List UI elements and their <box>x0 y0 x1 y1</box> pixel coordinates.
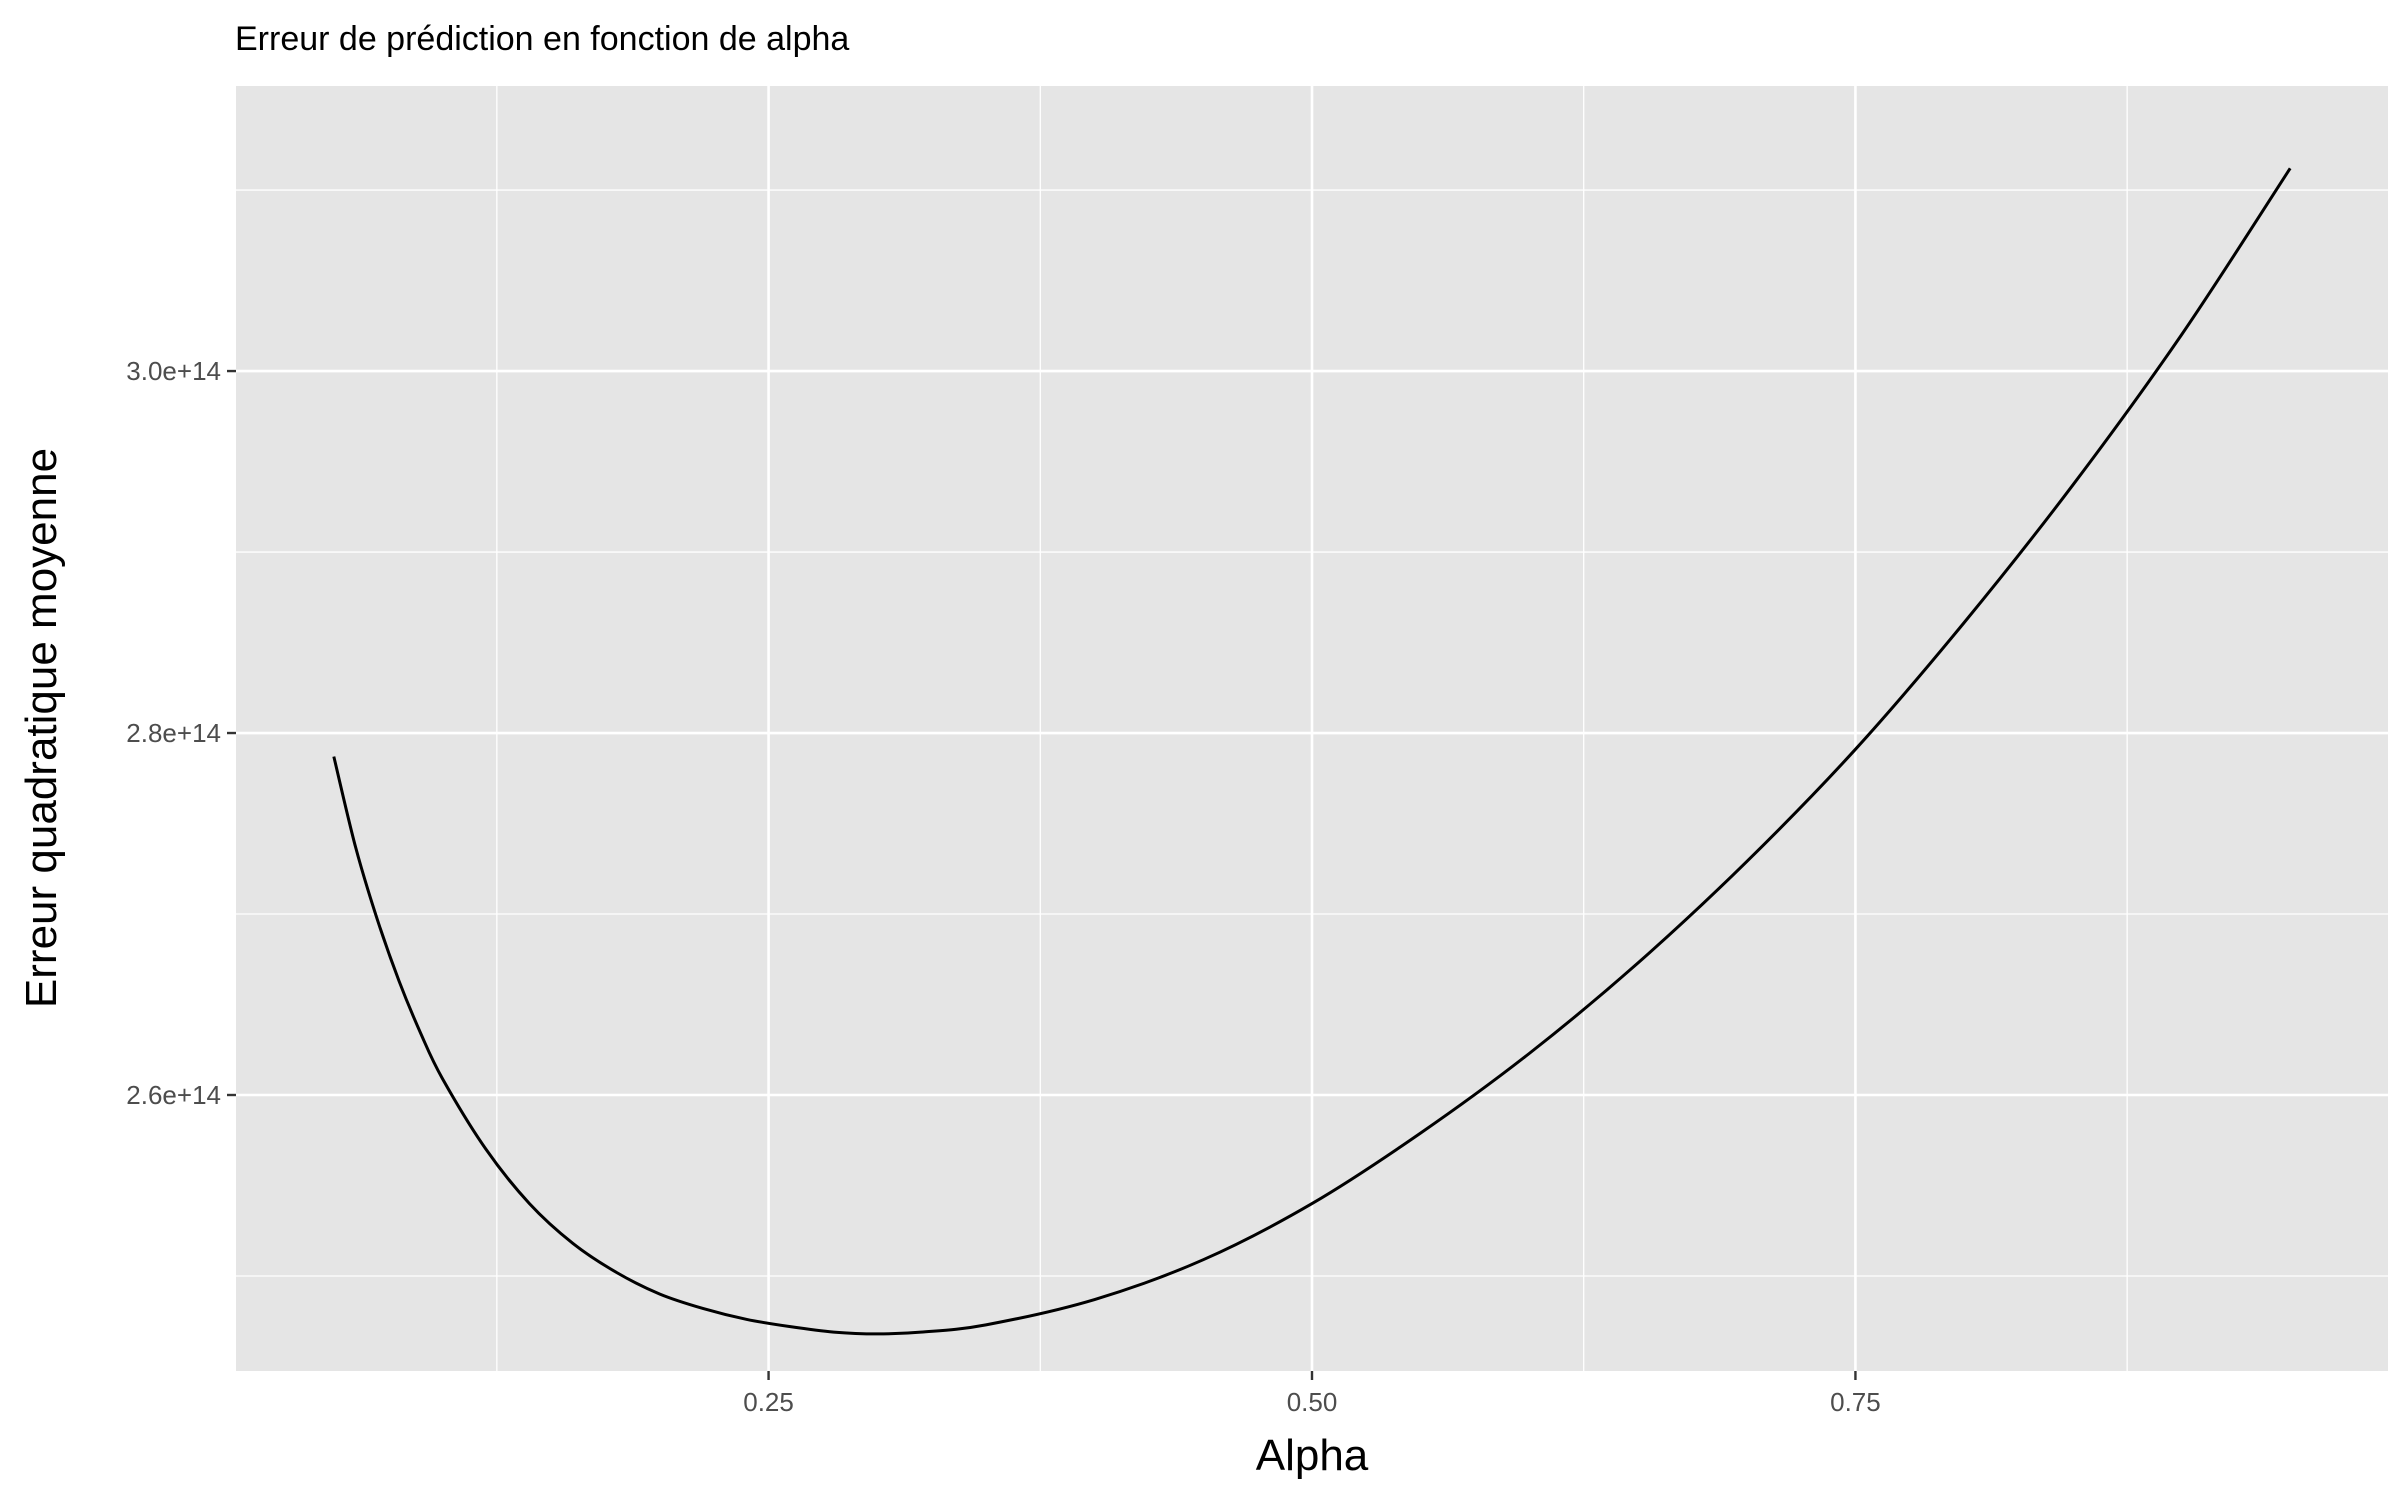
x-tick-label: 0.50 <box>1287 1387 1338 1417</box>
major-grid <box>236 86 2388 1371</box>
y-tick-label: 3.0e+14 <box>126 356 221 386</box>
y-axis-title: Erreur quadratique moyenne <box>17 448 66 1008</box>
x-tick-label: 0.25 <box>743 1387 794 1417</box>
y-tick-label: 2.6e+14 <box>126 1080 221 1110</box>
x-axis-title: Alpha <box>1256 1431 1369 1480</box>
x-tick-label: 0.75 <box>1830 1387 1881 1417</box>
y-axis: 2.6e+14 2.8e+14 3.0e+14 <box>126 356 236 1110</box>
series-line <box>332 167 2292 1336</box>
chart-title: Erreur de prédiction en fonction de alph… <box>235 20 849 58</box>
x-axis: 0.25 0.50 0.75 <box>743 1371 1881 1417</box>
y-tick-label: 2.8e+14 <box>126 718 221 748</box>
